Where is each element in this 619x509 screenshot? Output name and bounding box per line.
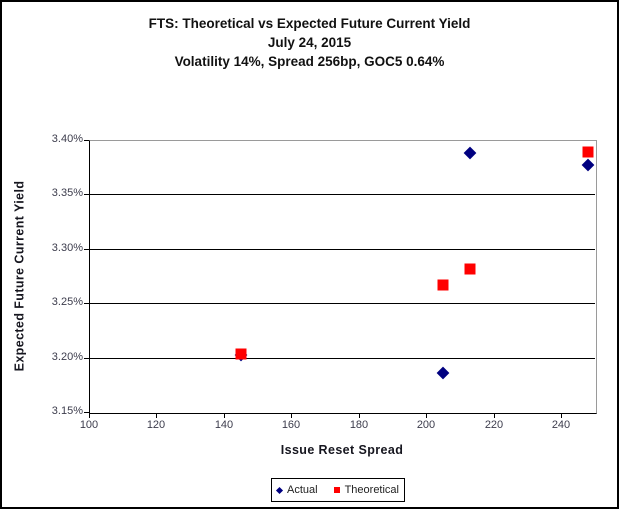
y-tick-label: 3.30% xyxy=(51,242,83,254)
x-tickmark xyxy=(494,413,495,418)
x-tickmark xyxy=(156,413,157,418)
legend-label-actual: Actual xyxy=(287,484,318,496)
chart-subtitle-date: July 24, 2015 xyxy=(267,35,352,50)
y-tickmark xyxy=(84,194,89,195)
data-point-theoretical xyxy=(582,146,594,158)
x-tick-label: 140 xyxy=(214,419,234,431)
legend-item-theoretical: Theoretical xyxy=(333,484,399,496)
x-axis-title: Issue Reset Spread xyxy=(280,443,404,457)
legend: Actual Theoretical xyxy=(271,478,405,502)
x-tickmark xyxy=(89,413,90,418)
y-tick-label: 3.15% xyxy=(51,405,83,417)
y-tick-label: 3.35% xyxy=(51,187,83,199)
x-tick-label: 200 xyxy=(416,419,436,431)
y-tickmark xyxy=(84,140,89,141)
x-tickmark xyxy=(561,413,562,418)
x-tick-label: 240 xyxy=(551,419,571,431)
gridline xyxy=(89,303,595,304)
actual-diamond-icon xyxy=(275,486,284,494)
x-tickmark xyxy=(224,413,225,418)
data-point-theoretical xyxy=(464,263,476,275)
x-tickmark xyxy=(291,413,292,418)
x-tick-label: 160 xyxy=(281,419,301,431)
gridline xyxy=(89,194,595,195)
gridline xyxy=(89,358,595,359)
theoretical-square-icon xyxy=(333,487,340,493)
y-tick-label: 3.40% xyxy=(51,133,83,145)
y-tickmark xyxy=(84,358,89,359)
x-tickmark xyxy=(426,413,427,418)
x-tick-label: 120 xyxy=(146,419,166,431)
chart-title-block: FTS: Theoretical vs Expected Future Curr… xyxy=(2,14,617,71)
chart-title: FTS: Theoretical vs Expected Future Curr… xyxy=(148,16,471,31)
x-tick-label: 180 xyxy=(349,419,369,431)
data-point-theoretical xyxy=(437,279,449,291)
legend-item-actual: Actual xyxy=(275,484,318,496)
data-point-theoretical xyxy=(235,348,247,360)
y-tick-label: 3.25% xyxy=(51,296,83,308)
y-tick-label: 3.20% xyxy=(51,351,83,363)
x-tickmark xyxy=(359,413,360,418)
legend-label-theoretical: Theoretical xyxy=(344,484,399,496)
plot-area xyxy=(89,140,597,414)
y-tickmark xyxy=(84,303,89,304)
chart-subtitle-params: Volatility 14%, Spread 256bp, GOC5 0.64% xyxy=(174,54,445,69)
gridline xyxy=(89,249,595,250)
y-tickmark xyxy=(84,412,89,413)
x-tick-label: 220 xyxy=(484,419,504,431)
y-tickmark xyxy=(84,249,89,250)
x-tick-label: 100 xyxy=(79,419,99,431)
y-axis-title: Expected Future Current Yield xyxy=(12,180,26,372)
